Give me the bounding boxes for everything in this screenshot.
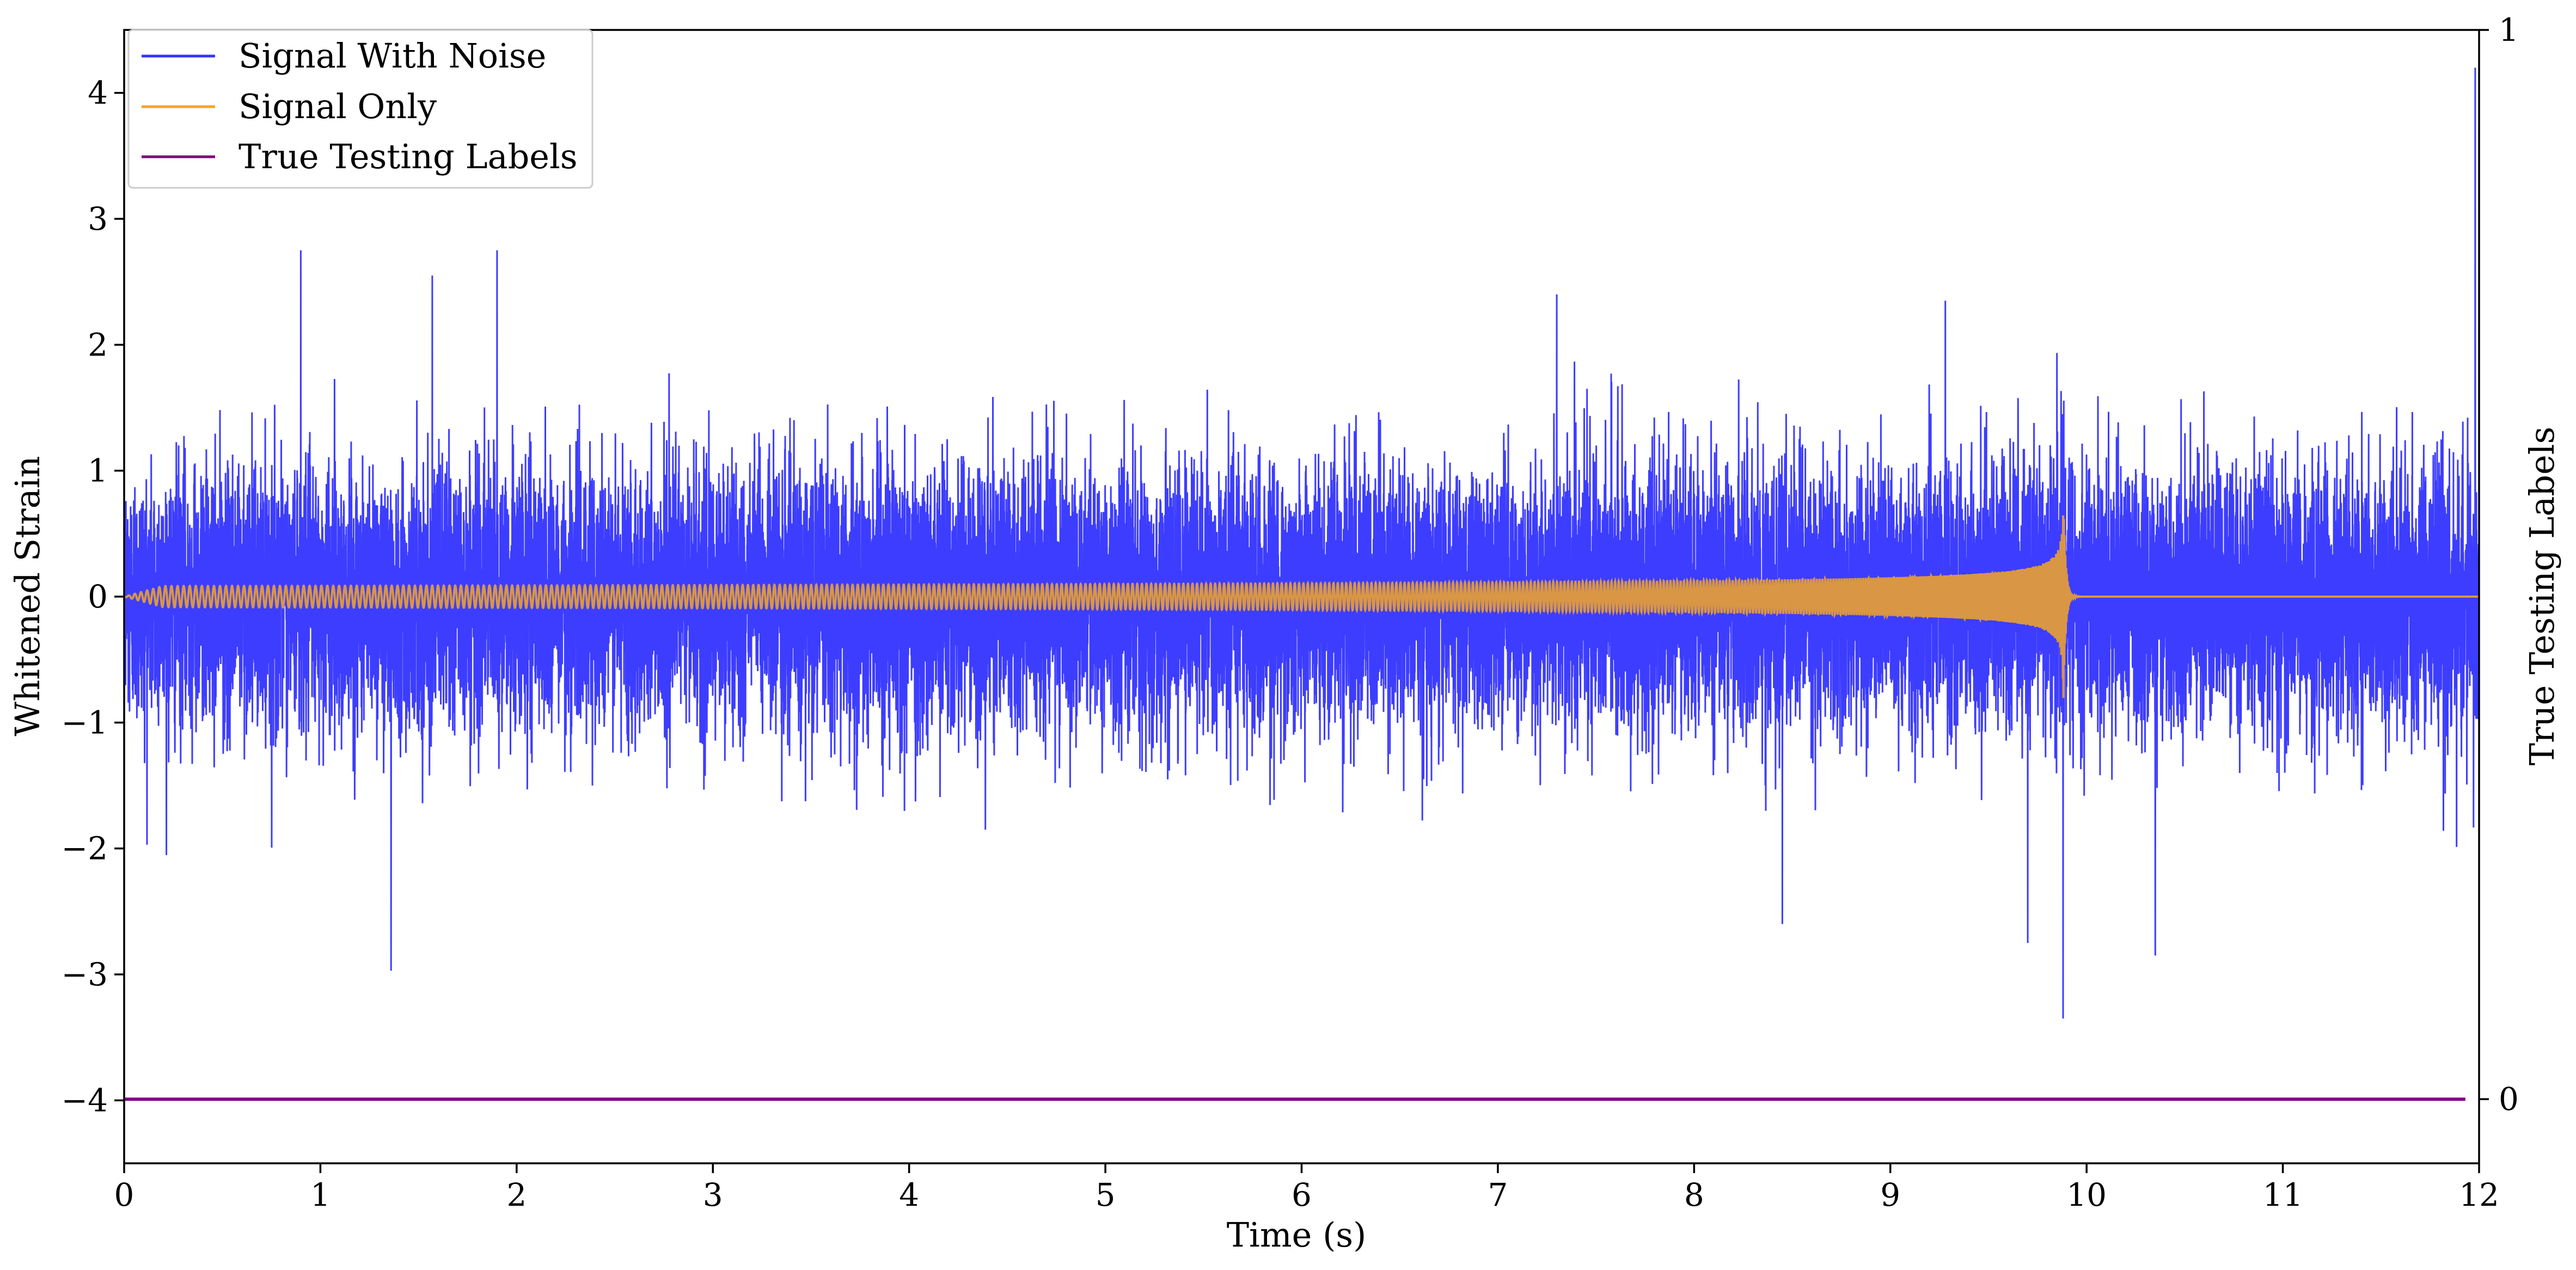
x-tick-label: 1	[310, 1176, 331, 1213]
y-tick-label: −2	[62, 830, 108, 867]
y-tick-label: −4	[62, 1082, 108, 1119]
plot-series	[123, 68, 2480, 1101]
x-tick-label: 4	[899, 1176, 919, 1213]
y-tick-label: −1	[62, 704, 108, 741]
y-tick-label: 4	[88, 75, 108, 112]
series-signal-with-noise	[123, 68, 2480, 1019]
legend-label-signal-with-noise: Signal With Noise	[238, 36, 546, 76]
x-tick-label: 11	[2263, 1176, 2303, 1213]
y-tick-label: −3	[62, 956, 108, 993]
y2-axis: 01	[2479, 11, 2519, 1118]
x-tick-label: 9	[1880, 1176, 1900, 1213]
x-tick-label: 3	[703, 1176, 723, 1213]
x-axis: 0 1 2 3 4 5 6 7 8 9 10 11 12	[114, 1163, 2499, 1213]
y2-tick-label: 0	[2499, 1081, 2519, 1118]
y2-tick-label: 1	[2499, 11, 2519, 48]
series-signal-only	[124, 515, 2479, 698]
x-tick-label: 7	[1488, 1176, 1508, 1213]
x-tick-label: 10	[2066, 1176, 2107, 1213]
y-tick-label: 1	[88, 452, 108, 489]
y-tick-label: 0	[88, 578, 108, 615]
x-tick-label: 2	[506, 1176, 527, 1213]
x-tick-label: 0	[114, 1176, 134, 1213]
legend-label-signal-only: Signal Only	[238, 87, 437, 126]
x-tick-label: 12	[2459, 1176, 2499, 1213]
x-tick-label: 8	[1684, 1176, 1704, 1213]
x-axis-title: Time (s)	[1227, 1215, 1367, 1255]
y2-axis-title: True Testing Labels	[2522, 427, 2562, 766]
y-tick-label: 2	[88, 326, 108, 363]
legend-label-true-testing-labels: True Testing Labels	[238, 137, 578, 176]
legend: Signal With Noise Signal Only True Testi…	[127, 29, 593, 189]
y-axis-title: Whitened Strain	[8, 456, 47, 737]
x-tick-label: 5	[1096, 1176, 1116, 1213]
y-axis: −4 −3 −2 −1 0 1 2 3 4	[62, 75, 124, 1119]
x-tick-label: 6	[1292, 1176, 1312, 1213]
y-tick-label: 3	[88, 200, 108, 237]
legend-box	[127, 29, 593, 189]
